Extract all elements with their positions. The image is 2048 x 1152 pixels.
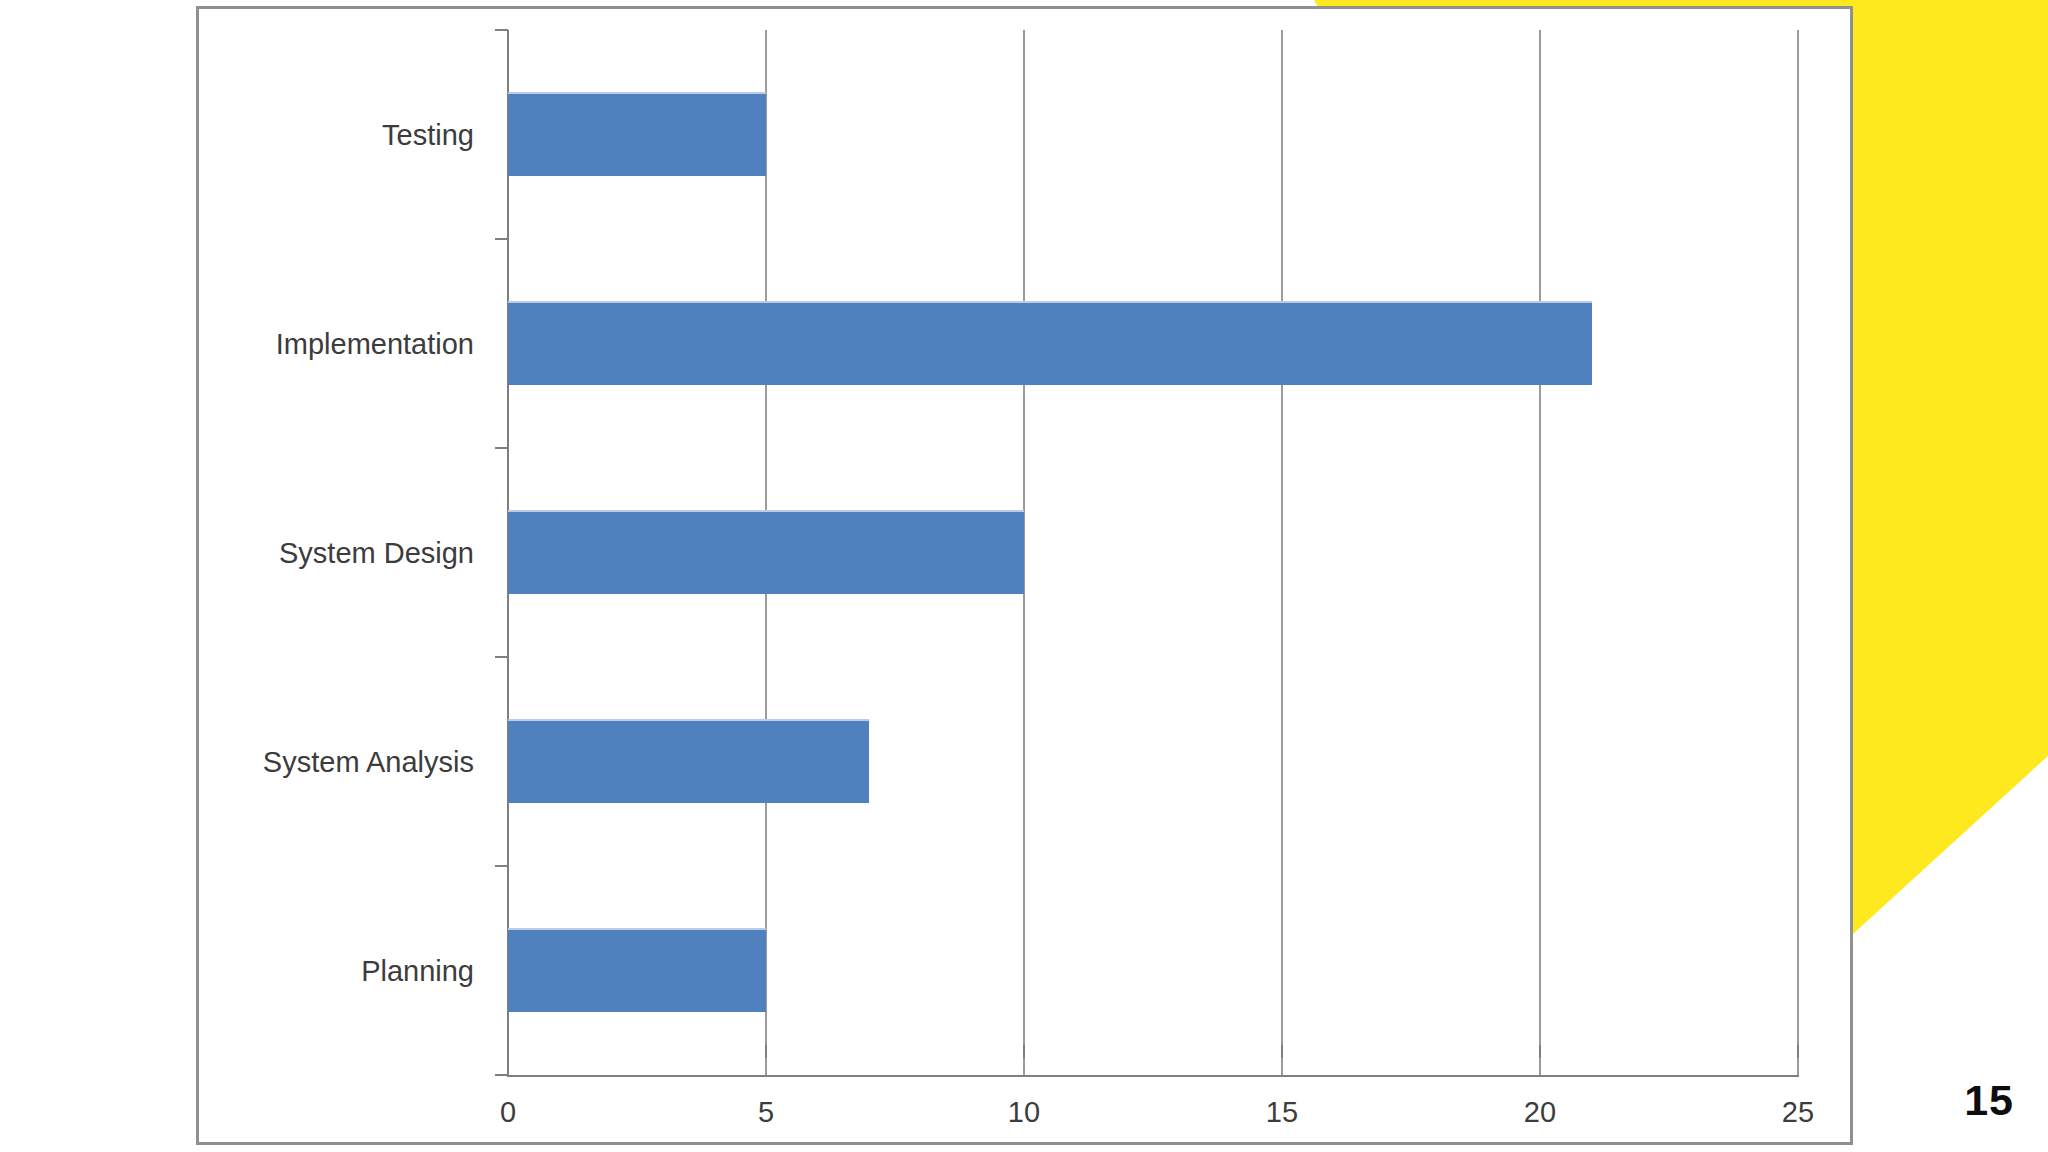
bar-system-design — [508, 510, 1024, 594]
x-axis-tick-label: 25 — [1753, 1096, 1843, 1129]
bar-system-analysis — [508, 719, 869, 803]
x-axis-tick-mark — [1281, 1045, 1283, 1058]
category-axis-tick-mark — [495, 1074, 508, 1076]
x-axis-tick-label: 20 — [1495, 1096, 1585, 1129]
category-label-system-design: System Design — [196, 535, 474, 571]
x-axis-tick-mark — [1023, 1045, 1025, 1058]
category-label-testing: Testing — [196, 117, 474, 153]
category-label-system-analysis: System Analysis — [196, 744, 474, 780]
x-axis-tick-label: 10 — [979, 1096, 1069, 1129]
x-axis-tick-mark — [1797, 1045, 1799, 1058]
bar-row-system-analysis — [508, 657, 1798, 866]
category-label-planning: Planning — [196, 953, 474, 989]
category-axis-tick-mark — [495, 656, 508, 658]
x-axis-tick-mark — [765, 1045, 767, 1058]
bar-planning — [508, 928, 766, 1012]
bar-row-planning — [508, 866, 1798, 1075]
x-axis-tick-label: 0 — [463, 1096, 553, 1129]
x-axis-tick-label: 15 — [1237, 1096, 1327, 1129]
slide-page-number: 15 — [1964, 1076, 2014, 1125]
bar-chart-plot-area — [508, 30, 1798, 1075]
bar-row-testing — [508, 30, 1798, 239]
category-label-implementation: Implementation — [196, 326, 474, 362]
x-axis-tick-mark — [1539, 1045, 1541, 1058]
category-axis-tick-mark — [495, 865, 508, 867]
category-axis-tick-mark — [495, 29, 508, 31]
bar-row-system-design — [508, 448, 1798, 657]
x-axis-tick-label: 5 — [721, 1096, 811, 1129]
bar-implementation — [508, 301, 1592, 385]
x-axis-line — [507, 1075, 1799, 1077]
presentation-slide: 15 0 5 10 15 20 25 Testing Implementation System… — [0, 0, 2048, 1152]
bar-row-implementation — [508, 239, 1798, 448]
x-axis-tick-mark — [507, 1045, 509, 1058]
category-axis-tick-mark — [495, 447, 508, 449]
bar-testing — [508, 92, 766, 176]
category-axis-tick-mark — [495, 238, 508, 240]
